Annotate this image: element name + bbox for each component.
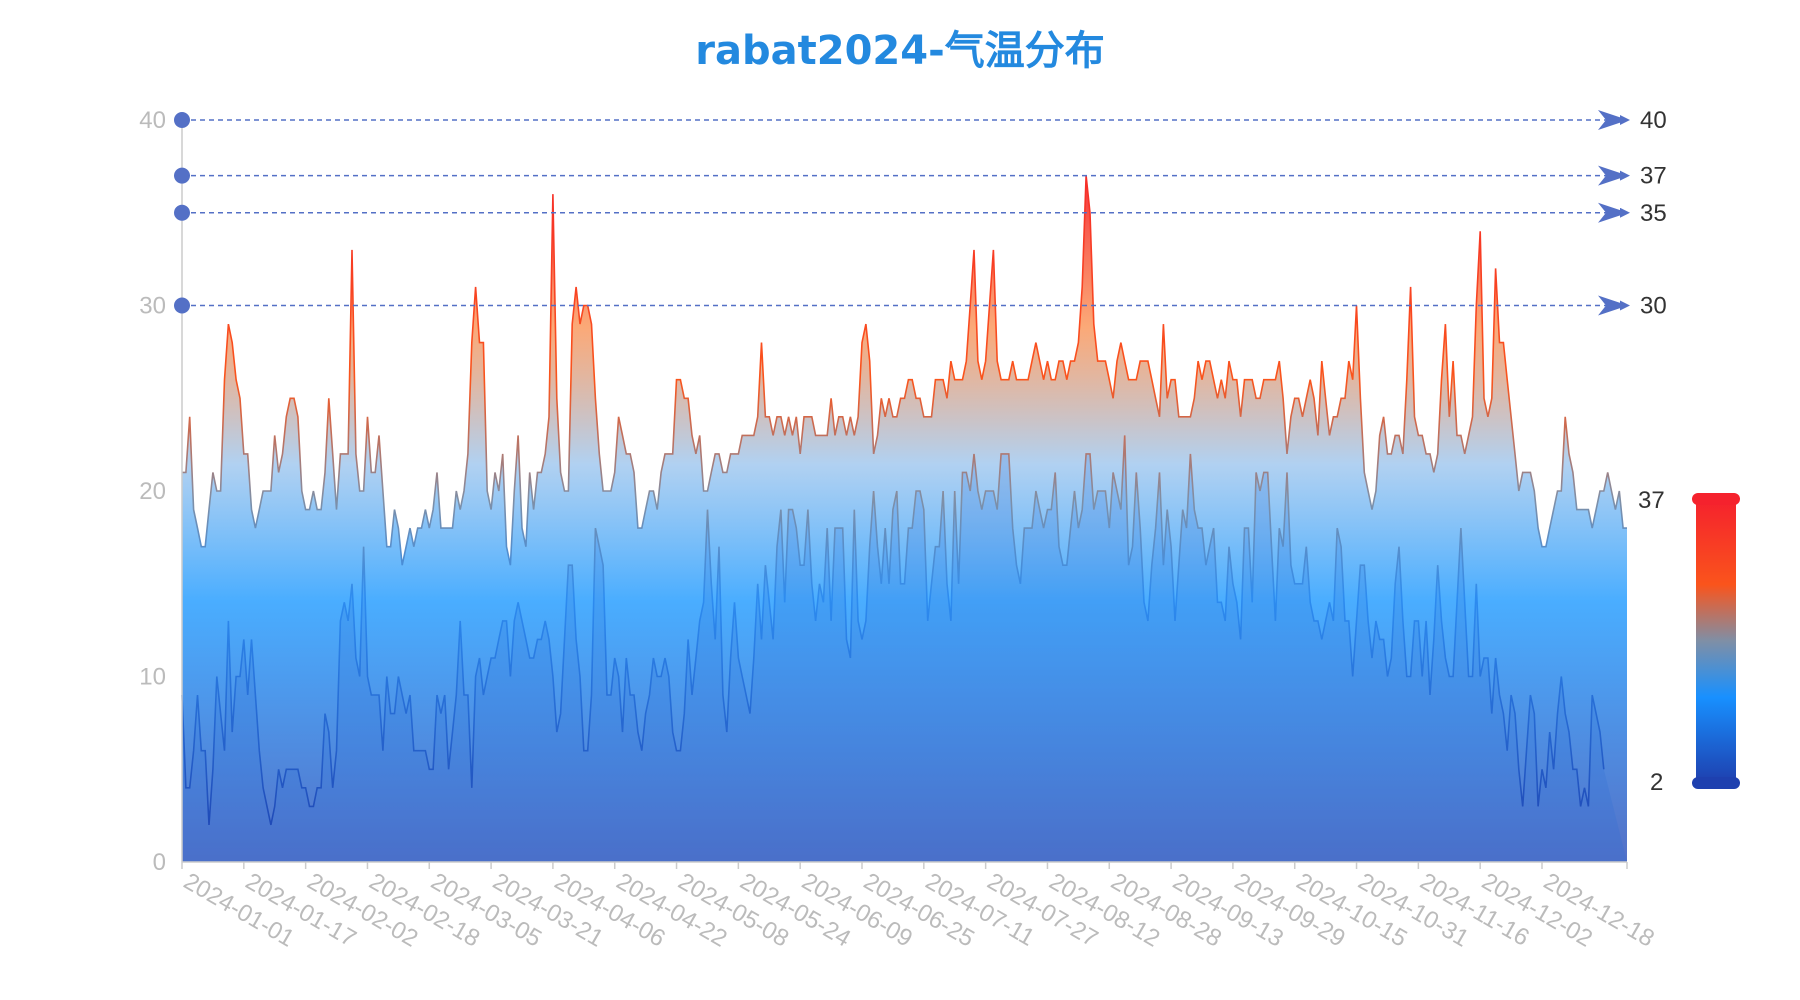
reference-line-arrow [1598,165,1628,186]
y-tick-label: 30 [139,293,166,320]
reference-line-start-dot [174,112,190,128]
reference-line-label: 37 [1640,163,1667,190]
visual-map-max-label: 37 [1638,487,1665,514]
reference-line-arrow [1598,110,1628,130]
y-tick-label: 20 [139,478,166,505]
visual-map-bottom-handle [1692,777,1740,789]
low-temp-area [182,435,1627,862]
reference-line-label: 35 [1640,200,1667,227]
reference-line-start-dot [174,167,190,184]
visual-map-bar [1696,500,1736,782]
reference-line-label: 30 [1640,293,1667,320]
high-temp-line [182,175,1627,566]
visual-map-top-handle [1692,493,1740,505]
y-tick-label: 10 [139,664,166,691]
y-tick-label: 40 [139,107,166,134]
reference-line-arrow [1598,202,1628,223]
low-temp-line [181,435,1605,826]
reference-line-start-dot [174,297,190,314]
high-temp-area [182,175,1627,863]
reference-line-arrow [1598,295,1628,316]
visual-map-min-label: 2 [1650,769,1663,796]
reference-line-label: 40 [1640,107,1667,134]
y-tick-label: 0 [153,849,166,876]
chart-title: rabat2024-气温分布 [695,28,1105,74]
reference-line-start-dot [174,204,190,221]
